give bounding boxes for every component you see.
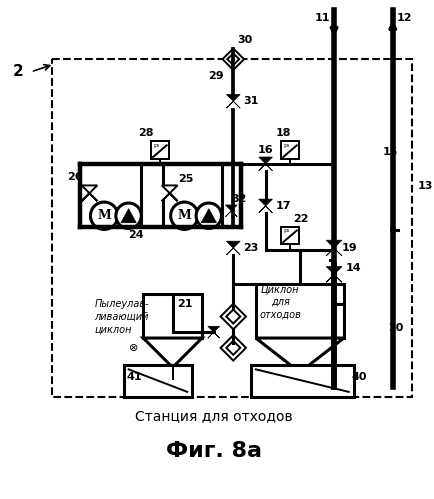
Text: 16: 16 bbox=[257, 145, 273, 155]
Text: 24: 24 bbox=[128, 231, 144, 241]
Text: 22: 22 bbox=[293, 214, 308, 224]
Bar bbox=[151, 141, 168, 159]
Text: для: для bbox=[270, 297, 289, 307]
Text: 41: 41 bbox=[126, 372, 142, 382]
Polygon shape bbox=[225, 205, 237, 217]
Polygon shape bbox=[161, 186, 177, 201]
Text: p₁: p₁ bbox=[153, 143, 159, 148]
Text: 20: 20 bbox=[387, 323, 402, 333]
Text: Циклон: Циклон bbox=[260, 284, 299, 294]
Text: 28: 28 bbox=[138, 128, 154, 138]
Text: 12: 12 bbox=[396, 13, 411, 23]
Text: 30: 30 bbox=[237, 34, 252, 44]
Text: ⊗: ⊗ bbox=[128, 343, 138, 353]
Text: циклон: циклон bbox=[94, 324, 132, 334]
Bar bbox=[143, 294, 201, 338]
Polygon shape bbox=[82, 186, 97, 201]
Circle shape bbox=[170, 202, 197, 230]
Bar bbox=[250, 365, 353, 397]
Text: 11: 11 bbox=[314, 13, 329, 23]
Polygon shape bbox=[326, 266, 341, 282]
Text: 2: 2 bbox=[13, 64, 24, 79]
Text: 19: 19 bbox=[341, 243, 357, 253]
Polygon shape bbox=[222, 48, 243, 70]
Text: 26: 26 bbox=[67, 172, 82, 182]
Circle shape bbox=[90, 202, 118, 230]
Text: Фиг. 8а: Фиг. 8а bbox=[165, 441, 261, 461]
Text: 14: 14 bbox=[345, 262, 361, 272]
Polygon shape bbox=[226, 241, 240, 255]
Polygon shape bbox=[326, 240, 341, 256]
Text: Станция для отходов: Станция для отходов bbox=[135, 409, 292, 423]
Text: 15: 15 bbox=[382, 147, 398, 157]
Text: 25: 25 bbox=[177, 174, 193, 184]
Text: 32: 32 bbox=[231, 194, 246, 204]
Polygon shape bbox=[207, 326, 219, 338]
Polygon shape bbox=[258, 157, 272, 171]
Text: 18: 18 bbox=[275, 128, 290, 138]
Text: 23: 23 bbox=[243, 243, 258, 253]
Text: 21: 21 bbox=[177, 299, 193, 309]
Text: ливающий: ливающий bbox=[94, 311, 148, 321]
Polygon shape bbox=[143, 338, 201, 367]
Polygon shape bbox=[226, 341, 240, 355]
Text: Пылеулав-: Пылеулав- bbox=[94, 299, 148, 309]
Text: p₁: p₁ bbox=[283, 229, 289, 234]
Polygon shape bbox=[226, 94, 240, 108]
Polygon shape bbox=[258, 199, 272, 213]
Text: p₁: p₁ bbox=[283, 143, 289, 148]
Circle shape bbox=[196, 203, 221, 229]
Bar bbox=[255, 284, 343, 338]
Polygon shape bbox=[121, 209, 136, 223]
Polygon shape bbox=[227, 53, 239, 65]
Text: 31: 31 bbox=[243, 96, 258, 106]
Bar bbox=[281, 227, 298, 244]
Polygon shape bbox=[201, 209, 216, 223]
Polygon shape bbox=[226, 309, 240, 323]
Text: M: M bbox=[177, 209, 191, 222]
Text: 17: 17 bbox=[275, 201, 290, 211]
Text: 40: 40 bbox=[351, 372, 366, 382]
Polygon shape bbox=[220, 335, 246, 361]
Text: M: M bbox=[97, 209, 111, 222]
Text: 13: 13 bbox=[416, 182, 432, 192]
Polygon shape bbox=[220, 304, 246, 329]
Text: отходов: отходов bbox=[259, 309, 300, 319]
Bar bbox=[123, 365, 192, 397]
Polygon shape bbox=[255, 338, 343, 372]
Text: 29: 29 bbox=[207, 71, 223, 81]
Circle shape bbox=[115, 203, 141, 229]
Bar bbox=[281, 141, 298, 159]
